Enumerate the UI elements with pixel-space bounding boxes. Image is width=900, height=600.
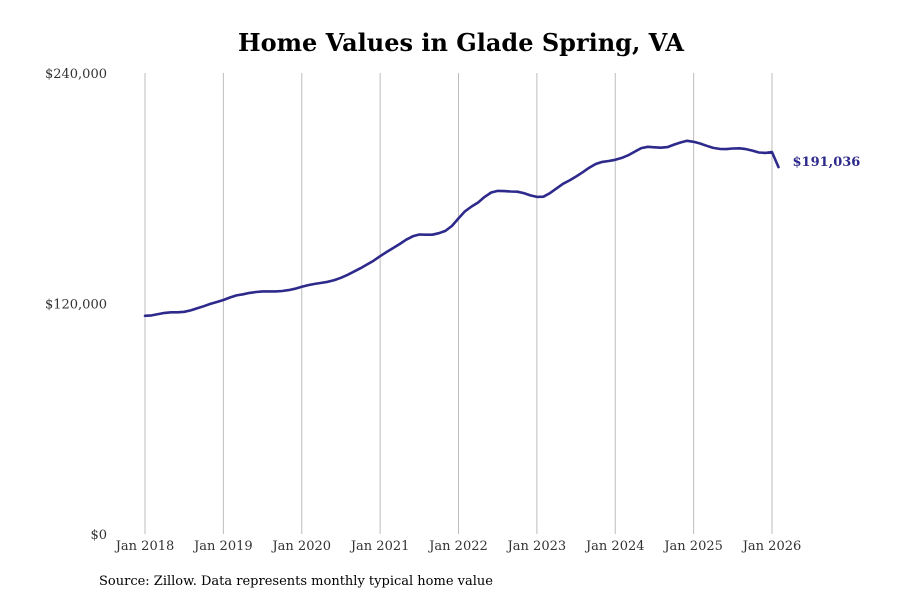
series-group: $191,036	[143, 139, 861, 318]
x-tick-label: Jan 2020	[270, 539, 331, 554]
x-tick-label: Jan 2023	[506, 539, 567, 554]
series-line	[143, 139, 780, 318]
x-tick-label: Jan 2018	[114, 539, 175, 554]
y-tick-label: $240,000	[45, 67, 107, 82]
x-tick-label: Jan 2022	[427, 539, 488, 554]
x-axis-labels: Jan 2018 Jan 2019 Jan 2020 Jan 2021 Jan 2022…	[114, 539, 802, 554]
y-axis-labels: $0 $120,000 $240,000	[45, 67, 107, 543]
x-tick-label: Jan 2024	[584, 539, 645, 554]
x-tick-label: Jan 2021	[349, 539, 410, 554]
grid-lines	[144, 73, 773, 534]
source-note: Source: Zillow. Data represents monthly …	[99, 574, 493, 589]
y-tick-label: $120,000	[45, 298, 107, 313]
y-tick-label: $0	[90, 528, 107, 543]
x-tick-label: Jan 2025	[662, 539, 723, 554]
end-value-label: $191,036	[793, 155, 861, 170]
x-tick-label: Jan 2019	[192, 539, 253, 554]
chart-title: Home Values in Glade Spring, VA	[238, 28, 684, 57]
x-tick-label: Jan 2026	[741, 539, 802, 554]
